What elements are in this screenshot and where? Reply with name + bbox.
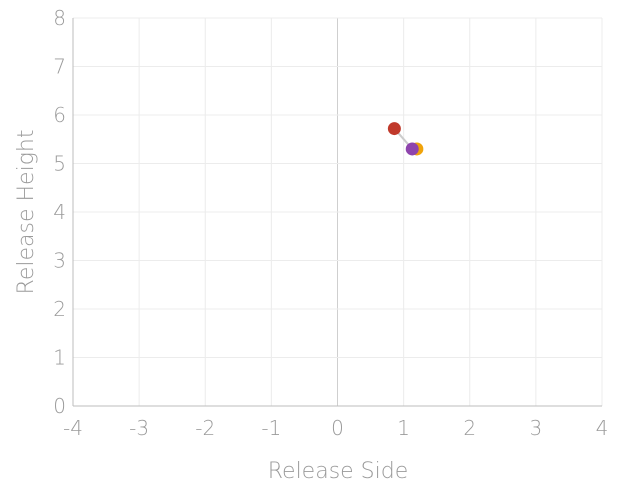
x-tick-label: 4	[596, 416, 609, 440]
y-tick-label: 5	[53, 152, 66, 176]
scatter-point	[387, 122, 401, 136]
y-tick-label: 4	[53, 200, 66, 224]
y-axis-title: Release Height	[14, 130, 39, 295]
x-tick-label: 0	[331, 416, 344, 440]
y-tick-label: 2	[53, 297, 66, 321]
data-points	[387, 122, 424, 156]
y-tick-label: 0	[53, 394, 66, 418]
y-tick-labels: 0 1 2 3 4 5 6 7 8	[53, 6, 66, 418]
x-tick-label: 1	[397, 416, 410, 440]
y-tick-label: 8	[53, 6, 66, 30]
x-tick-labels: -4 -3 -2 -1 0 1 2 3 4	[63, 416, 608, 440]
x-tick-label: -4	[63, 416, 83, 440]
x-tick-label: -3	[129, 416, 149, 440]
axes	[72, 18, 602, 407]
x-tick-label: 3	[530, 416, 543, 440]
y-tick-label: 1	[53, 346, 66, 370]
x-tick-label: -2	[195, 416, 215, 440]
grid	[72, 17, 603, 407]
x-tick-label: 2	[463, 416, 476, 440]
y-tick-label: 7	[53, 55, 66, 79]
scatter-point	[405, 142, 419, 156]
x-axis-title: Release Side	[268, 459, 409, 484]
y-tick-label: 6	[53, 103, 66, 127]
y-tick-label: 3	[53, 249, 66, 273]
x-tick-label: -1	[261, 416, 281, 440]
